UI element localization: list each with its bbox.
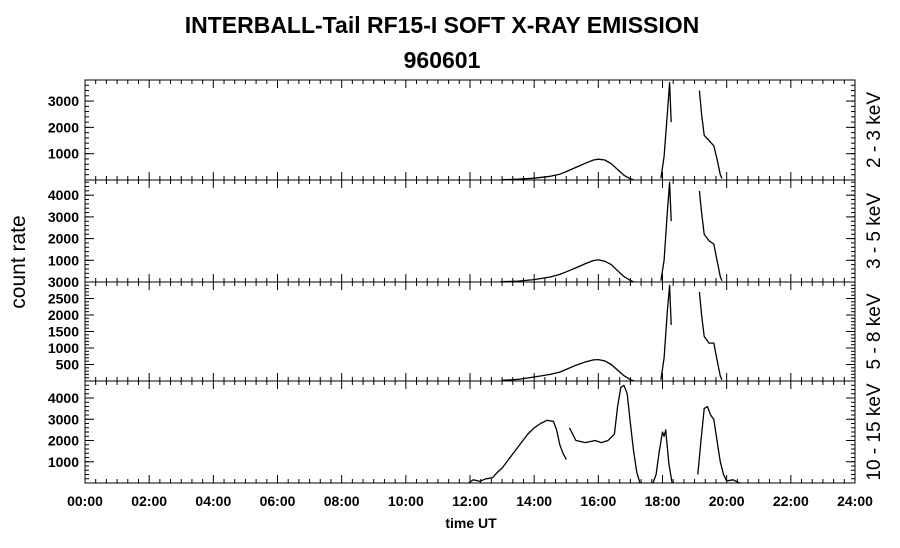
series-line <box>660 284 672 380</box>
y-tick-label: 2000 <box>48 433 79 449</box>
y-tick-label: 3000 <box>48 411 79 427</box>
x-tick-label: 10:00 <box>388 493 424 509</box>
energy-band-label: 3 - 5 keV <box>864 193 885 269</box>
series-line <box>698 291 723 380</box>
x-tick-label: 24:00 <box>837 493 873 509</box>
x-axis-label: time UT <box>445 515 497 531</box>
x-tick-label: 18:00 <box>645 493 681 509</box>
chart-title: INTERBALL-Tail RF15-I SOFT X-RAY EMISSIO… <box>185 12 700 38</box>
panel-2: 1000 2000 3000 4000 3 - 5 keV <box>48 179 885 283</box>
series-line <box>502 158 634 181</box>
series-line <box>468 419 567 484</box>
panel-1: 1000 2000 3000 2 - 3 keV <box>48 79 885 181</box>
y-tick-label: 4000 <box>48 390 79 406</box>
y-tick-label: 2500 <box>48 291 79 307</box>
panel-4: 1000 2000 3000 4000 10 - 15 keV <box>48 380 885 484</box>
x-tick-label: 12:00 <box>452 493 488 509</box>
y-tick-label: 3000 <box>48 209 79 225</box>
x-tick-label: 06:00 <box>260 493 296 509</box>
series-line <box>697 405 740 484</box>
y-tick-label: 3000 <box>48 93 79 109</box>
series-line <box>698 90 723 179</box>
x-tick-label: 14:00 <box>516 493 552 509</box>
y-tick-label: 1500 <box>48 324 79 340</box>
y-tick-label: 500 <box>56 357 80 373</box>
series-line <box>502 358 634 382</box>
series-line <box>698 190 723 281</box>
y-tick-label: 1000 <box>48 454 79 470</box>
y-tick-label: 1000 <box>48 146 79 162</box>
y-tick-label: 1000 <box>48 340 79 356</box>
y-tick-label: 2000 <box>48 119 79 135</box>
energy-band-label: 5 - 8 keV <box>864 293 885 369</box>
panels-group: 1000 2000 3000 2 - 3 keV 1000 2000 3000 4000 3 -… <box>48 79 885 484</box>
x-tick-label: 02:00 <box>131 493 167 509</box>
x-tick-label: 16:00 <box>580 493 616 509</box>
x-tick-label: 22:00 <box>773 493 809 509</box>
y-tick-label: 2000 <box>48 307 79 323</box>
energy-band-label: 2 - 3 keV <box>864 92 885 168</box>
x-tick-label: 08:00 <box>324 493 360 509</box>
chart-subtitle: 960601 <box>404 47 481 73</box>
y-tick-label: 1000 <box>48 252 79 268</box>
series-line <box>500 259 634 283</box>
x-tick-label: 04:00 <box>195 493 231 509</box>
y-axis-label: count rate <box>7 215 30 308</box>
y-tick-label: 3000 <box>48 274 79 290</box>
series-line <box>660 181 672 281</box>
series-line <box>660 81 672 179</box>
x-tick-label: 00:00 <box>67 493 103 509</box>
series-line <box>568 384 641 484</box>
y-tick-label: 4000 <box>48 187 79 203</box>
x-tick-labels: 00:00 02:00 04:00 06:00 08:00 10:00 12:00 14:00… <box>67 493 873 509</box>
y-tick-label: 2000 <box>48 231 79 247</box>
energy-band-label: 10 - 15 keV <box>864 383 885 480</box>
x-tick-label: 20:00 <box>709 493 745 509</box>
series-line <box>652 429 673 484</box>
